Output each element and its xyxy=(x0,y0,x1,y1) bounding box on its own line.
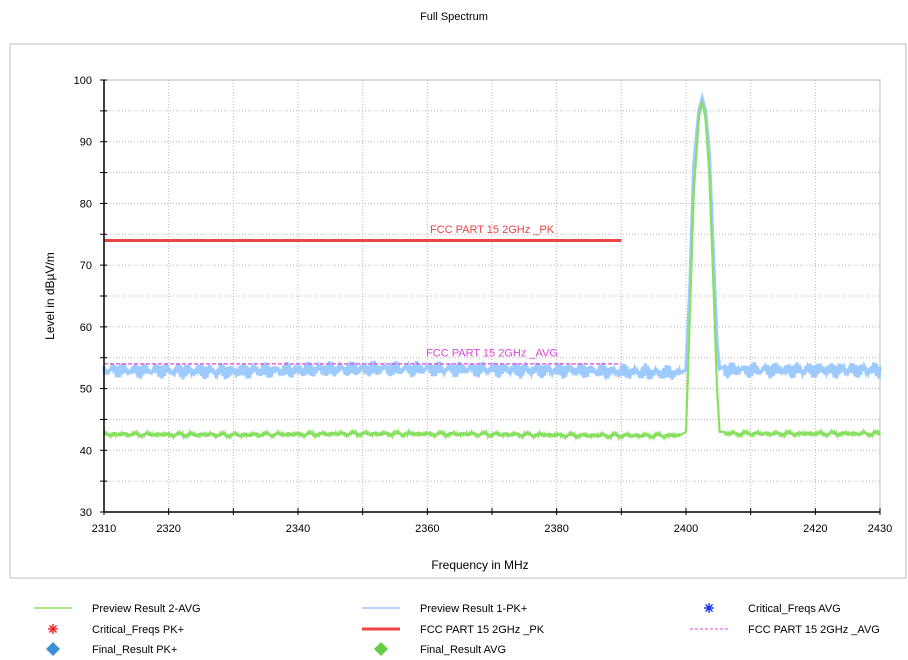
x-tick-label: 2400 xyxy=(674,523,698,535)
chart-title: Full Spectrum xyxy=(420,11,488,23)
limit-label-avg: FCC PART 15 2GHz _AVG xyxy=(426,347,558,359)
legend: Preview Result 2-AVG Preview Result 1-PK+… xyxy=(34,603,880,656)
legend-swatch-star xyxy=(48,624,58,634)
y-tick-label: 40 xyxy=(80,445,92,457)
x-tick-label: 2310 xyxy=(92,523,116,535)
legend-label: FCC PART 15 2GHz _PK xyxy=(420,624,545,636)
legend-item: Preview Result 2-AVG xyxy=(34,603,201,615)
y-tick-label: 90 xyxy=(80,137,92,149)
legend-swatch-diamond xyxy=(46,642,60,656)
x-tick-label: 2380 xyxy=(544,523,568,535)
legend-item: FCC PART 15 2GHz _AVG xyxy=(690,624,880,636)
x-tick-label: 2320 xyxy=(156,523,180,535)
legend-label: Final_Result AVG xyxy=(420,644,506,656)
x-tick-label: 2360 xyxy=(415,523,439,535)
y-tick-label: 30 xyxy=(80,507,92,519)
x-tick-label: 2430 xyxy=(868,523,892,535)
legend-swatch-star xyxy=(704,603,714,613)
legend-label: Preview Result 1-PK+ xyxy=(420,603,527,615)
legend-label: Critical_Freqs AVG xyxy=(748,603,841,615)
y-tick-label: 100 xyxy=(74,75,92,87)
y-axis-title: Level in dBµV/m xyxy=(43,252,57,340)
x-tick-label: 2340 xyxy=(286,523,310,535)
legend-item: Critical_Freqs PK+ xyxy=(48,624,184,636)
legend-item: Critical_Freqs AVG xyxy=(704,603,841,615)
legend-swatch-diamond xyxy=(374,642,388,656)
y-tick-label: 70 xyxy=(80,260,92,272)
legend-item: FCC PART 15 2GHz _PK xyxy=(362,624,545,636)
legend-item: Final_Result AVG xyxy=(374,642,506,656)
y-tick-label: 60 xyxy=(80,322,92,334)
limit-annotations: FCC PART 15 2GHz _PK FCC PART 15 2GHz _AV… xyxy=(426,224,558,359)
x-axis-title: Frequency in MHz xyxy=(431,558,528,572)
trace-preview-result-1-pk xyxy=(102,91,882,382)
legend-label: Critical_Freqs PK+ xyxy=(92,624,184,636)
legend-label: FCC PART 15 2GHz _AVG xyxy=(748,624,880,636)
y-tick-label: 80 xyxy=(80,198,92,210)
legend-label: Preview Result 2-AVG xyxy=(92,603,201,615)
trace-preview-result-2-avg xyxy=(102,101,881,442)
chart-frame xyxy=(9,43,907,579)
legend-item: Preview Result 1-PK+ xyxy=(362,603,527,615)
limit-label-pk: FCC PART 15 2GHz _PK xyxy=(430,224,555,236)
series-layer xyxy=(102,91,882,442)
axes: 2310 2320 2340 2360 2380 2400 2420 2430 30 40 50 60… xyxy=(74,75,893,535)
y-tick-label: 50 xyxy=(80,384,92,396)
legend-item: Final_Result PK+ xyxy=(46,642,177,656)
legend-label: Final_Result PK+ xyxy=(92,644,177,656)
x-tick-label: 2420 xyxy=(803,523,827,535)
